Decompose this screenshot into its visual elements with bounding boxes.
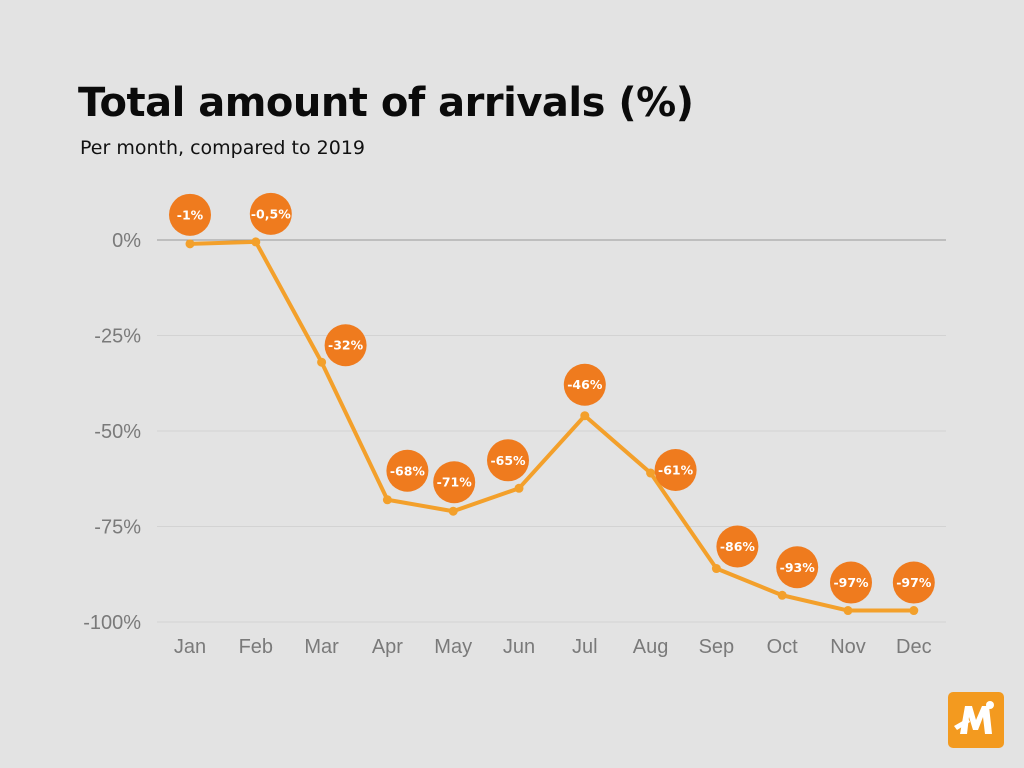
data-label-bubble xyxy=(169,193,211,236)
data-point xyxy=(580,411,590,421)
y-axis-ticks: 0% -25% -50% -75% -100% xyxy=(83,230,141,634)
x-tick-label: Dec xyxy=(896,636,932,658)
data-label: -1% xyxy=(177,207,204,222)
series-line xyxy=(188,239,916,613)
data-label: -0,5% xyxy=(251,206,291,221)
chart-subtitle: Per month, compared to 2019 xyxy=(80,137,365,159)
y-tick-label: -25% xyxy=(94,326,141,348)
data-point xyxy=(646,468,656,478)
x-tick-label: Jan xyxy=(174,636,206,658)
data-label: -61% xyxy=(658,463,694,478)
data-label-bubble xyxy=(654,449,697,492)
x-tick-label: Sep xyxy=(699,636,735,658)
data-label-bubble xyxy=(249,192,292,235)
data-point xyxy=(909,606,919,616)
data-point xyxy=(514,483,524,493)
data-point xyxy=(777,590,787,600)
data-point xyxy=(317,357,327,367)
series-line-group xyxy=(185,237,919,616)
x-tick-label: Oct xyxy=(767,636,799,658)
chart-title: Total amount of arrivals (%) xyxy=(78,80,694,126)
y-tick-label: -100% xyxy=(83,612,141,634)
y-tick-label: -50% xyxy=(94,421,141,443)
data-point xyxy=(843,606,853,616)
gridlines xyxy=(157,239,946,623)
data-label-bubble xyxy=(716,525,759,568)
data-label: -68% xyxy=(390,463,426,478)
data-point xyxy=(448,506,458,516)
x-tick-label: Jul xyxy=(572,636,598,658)
data-label-bubble xyxy=(830,561,872,604)
data-point xyxy=(711,564,721,574)
data-label-bubble xyxy=(487,439,529,482)
x-axis-ticks: Jan Feb Mar Apr May Jun Jul Aug Sep Oct Nov Dec xyxy=(174,636,932,658)
data-label: -86% xyxy=(720,539,756,554)
data-labels: -1% -0,5% -32% -68% -71% -65% -46% -61% -86% -93%… xyxy=(169,192,935,604)
data-label-bubble xyxy=(433,461,476,504)
data-point xyxy=(382,495,392,505)
data-label: -32% xyxy=(328,338,364,353)
x-tick-label: Feb xyxy=(239,636,273,658)
data-label: -97% xyxy=(833,575,869,590)
data-label-bubble xyxy=(892,561,935,604)
x-tick-label: May xyxy=(434,636,472,658)
data-point xyxy=(251,237,261,247)
data-point xyxy=(185,239,195,249)
data-label-bubble xyxy=(386,449,429,492)
x-tick-label: Jun xyxy=(503,636,535,658)
y-tick-label: 0% xyxy=(112,230,141,252)
data-label: -93% xyxy=(780,560,816,575)
x-tick-label: Aug xyxy=(633,636,669,658)
data-label: -46% xyxy=(567,377,603,392)
x-tick-label: Mar xyxy=(304,636,339,658)
x-tick-label: Nov xyxy=(830,636,866,658)
data-label: -97% xyxy=(896,575,932,590)
x-tick-label: Apr xyxy=(372,636,403,658)
brand-logo-icon xyxy=(948,692,1004,748)
data-label-bubble xyxy=(776,546,819,589)
data-label-bubble xyxy=(563,363,606,406)
data-label: -65% xyxy=(490,453,526,468)
y-tick-label: -75% xyxy=(94,517,141,539)
data-label: -71% xyxy=(437,475,473,490)
data-label-bubble xyxy=(324,324,367,367)
